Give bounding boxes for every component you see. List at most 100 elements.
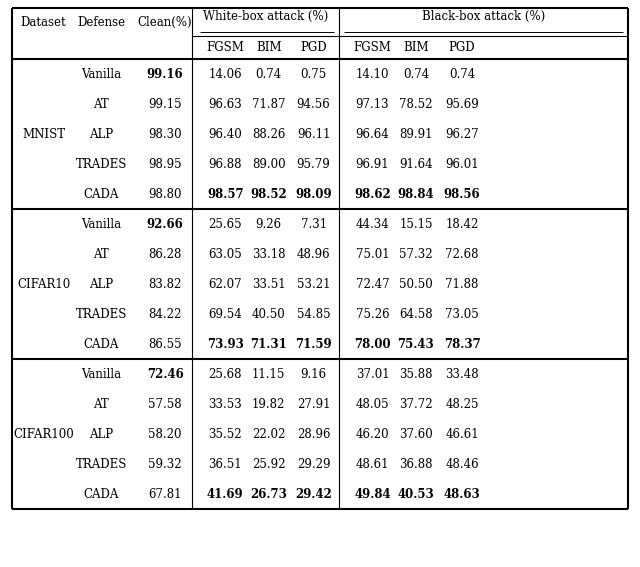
Text: 96.64: 96.64 [356,128,389,141]
Text: 33.53: 33.53 [209,397,242,411]
Text: 95.69: 95.69 [445,98,479,111]
Text: 57.58: 57.58 [148,397,182,411]
Text: 98.56: 98.56 [444,188,481,201]
Text: 91.64: 91.64 [399,158,433,171]
Text: 98.95: 98.95 [148,158,182,171]
Text: 11.15: 11.15 [252,367,285,380]
Text: 27.91: 27.91 [297,397,330,411]
Text: Vanilla: Vanilla [81,367,121,380]
Text: FGSM: FGSM [353,41,392,54]
Text: 71.59: 71.59 [295,337,332,350]
Text: 72.68: 72.68 [445,248,479,260]
Text: 46.20: 46.20 [356,428,389,441]
Text: 83.82: 83.82 [148,277,182,290]
Text: ALP: ALP [89,277,113,290]
Text: 98.30: 98.30 [148,128,182,141]
Text: 37.01: 37.01 [356,367,389,380]
Text: 28.96: 28.96 [297,428,330,441]
Text: 25.92: 25.92 [252,458,285,471]
Text: Black-box attack (%): Black-box attack (%) [422,10,545,23]
Text: 7.31: 7.31 [301,218,326,231]
Text: 88.26: 88.26 [252,128,285,141]
Text: 29.42: 29.42 [295,488,332,501]
Text: 78.52: 78.52 [399,98,433,111]
Text: 62.07: 62.07 [209,277,242,290]
Text: 98.84: 98.84 [397,188,435,201]
Text: 78.00: 78.00 [354,337,391,350]
Text: 98.52: 98.52 [250,188,287,201]
Text: 33.51: 33.51 [252,277,285,290]
Text: 72.46: 72.46 [147,367,184,380]
Text: 98.57: 98.57 [207,188,244,201]
Text: 54.85: 54.85 [297,307,330,320]
Text: 40.50: 40.50 [252,307,285,320]
Text: 58.20: 58.20 [148,428,182,441]
Text: 44.34: 44.34 [356,218,389,231]
Text: 69.54: 69.54 [209,307,242,320]
Text: AT: AT [93,98,109,111]
Text: 36.88: 36.88 [399,458,433,471]
Text: 48.96: 48.96 [297,248,330,260]
Text: 19.82: 19.82 [252,397,285,411]
Text: 96.63: 96.63 [209,98,242,111]
Text: CIFAR10: CIFAR10 [17,277,70,290]
Text: Vanilla: Vanilla [81,218,121,231]
Text: TRADES: TRADES [76,158,127,171]
Text: MNIST: MNIST [22,128,65,141]
Text: 89.91: 89.91 [399,128,433,141]
Text: 26.73: 26.73 [250,488,287,501]
Text: 48.05: 48.05 [356,397,389,411]
Text: 33.18: 33.18 [252,248,285,260]
Text: 63.05: 63.05 [209,248,242,260]
Text: 75.43: 75.43 [397,337,435,350]
Text: 64.58: 64.58 [399,307,433,320]
Text: 59.32: 59.32 [148,458,182,471]
Text: 0.75: 0.75 [300,67,327,81]
Text: Dataset: Dataset [20,15,67,28]
Text: 96.01: 96.01 [445,158,479,171]
Text: 0.74: 0.74 [255,67,282,81]
Text: 71.31: 71.31 [250,337,287,350]
Text: 86.28: 86.28 [148,248,182,260]
Text: AT: AT [93,397,109,411]
Text: CADA: CADA [83,337,119,350]
Text: 33.48: 33.48 [445,367,479,380]
Text: 46.61: 46.61 [445,428,479,441]
Text: Vanilla: Vanilla [81,67,121,81]
Text: TRADES: TRADES [76,458,127,471]
Text: 98.62: 98.62 [354,188,391,201]
Text: 97.13: 97.13 [356,98,389,111]
Text: BIM: BIM [256,41,282,54]
Text: 95.79: 95.79 [297,158,330,171]
Text: 9.26: 9.26 [256,218,282,231]
Text: 37.60: 37.60 [399,428,433,441]
Text: Defense: Defense [77,15,125,28]
Text: 37.72: 37.72 [399,397,433,411]
Text: TRADES: TRADES [76,307,127,320]
Text: 96.27: 96.27 [445,128,479,141]
Text: 84.22: 84.22 [148,307,182,320]
Text: 49.84: 49.84 [354,488,391,501]
Text: PGD: PGD [300,41,327,54]
Text: 75.26: 75.26 [356,307,389,320]
Text: Clean(%): Clean(%) [138,15,193,28]
Text: ALP: ALP [89,428,113,441]
Text: 0.74: 0.74 [449,67,476,81]
Text: 71.87: 71.87 [252,98,285,111]
Text: 35.52: 35.52 [209,428,242,441]
Text: 14.10: 14.10 [356,67,389,81]
Text: 89.00: 89.00 [252,158,285,171]
Text: 94.56: 94.56 [297,98,330,111]
Text: 36.51: 36.51 [209,458,242,471]
Text: 92.66: 92.66 [147,218,184,231]
Text: ALP: ALP [89,128,113,141]
Text: AT: AT [93,248,109,260]
Text: 40.53: 40.53 [397,488,435,501]
Text: 96.91: 96.91 [356,158,389,171]
Text: White-box attack (%): White-box attack (%) [203,10,328,23]
Text: 14.06: 14.06 [209,67,242,81]
Text: 73.93: 73.93 [207,337,244,350]
Text: 71.88: 71.88 [445,277,479,290]
Text: 96.88: 96.88 [209,158,242,171]
Text: BIM: BIM [403,41,429,54]
